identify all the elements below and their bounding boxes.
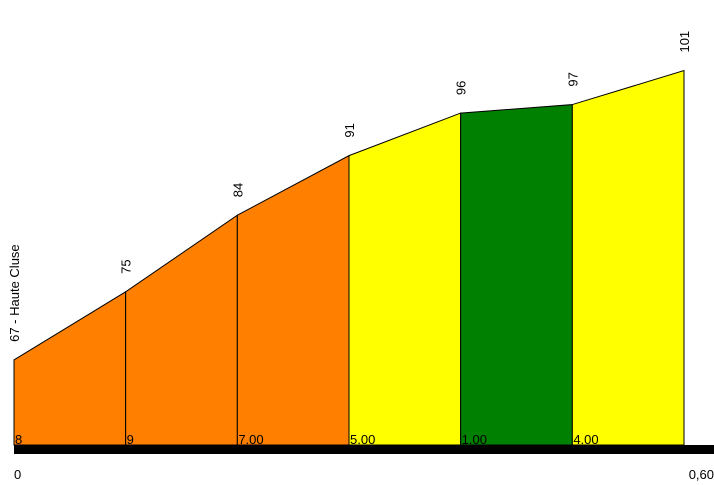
elevation-label: 84 <box>230 183 245 197</box>
elevation-label: 75 <box>119 259 134 273</box>
elevation-label: 91 <box>342 123 357 137</box>
segments-layer <box>13 69 685 446</box>
profile-segment <box>571 69 685 446</box>
x-tick-start: 0 <box>14 467 21 482</box>
elevation-label: 101 <box>677 31 692 53</box>
elevation-labels-layer: 67 - Haute Cluse 75 84 91 96 97 101 <box>7 31 692 342</box>
elevation-label: 67 - Haute Cluse <box>7 244 22 342</box>
grade-label: 7.00 <box>238 432 263 447</box>
profile-segment <box>460 104 573 446</box>
grade-labels-layer: 8 9 7.00 5.00 1.00 4.00 <box>15 432 599 447</box>
baseline-bar <box>14 445 714 454</box>
profile-segment <box>236 154 350 446</box>
grade-label: 1.00 <box>462 432 487 447</box>
grade-label: 4.00 <box>573 432 598 447</box>
profile-segment <box>348 112 462 446</box>
elevation-label: 97 <box>565 72 580 86</box>
x-tick-end: 0,60 <box>689 467 714 482</box>
profile-segment <box>13 290 127 446</box>
grade-label: 5.00 <box>350 432 375 447</box>
grade-label: 9 <box>127 432 134 447</box>
profile-segment <box>125 214 238 446</box>
elevation-label: 96 <box>454 81 469 95</box>
grade-label: 8 <box>15 432 22 447</box>
